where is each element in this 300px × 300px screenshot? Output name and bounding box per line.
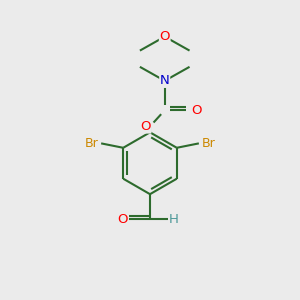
Text: O: O xyxy=(191,104,202,117)
Text: O: O xyxy=(140,120,151,133)
Text: Br: Br xyxy=(201,137,215,150)
Text: O: O xyxy=(117,213,128,226)
Text: H: H xyxy=(169,213,179,226)
Text: N: N xyxy=(160,74,169,87)
Text: Br: Br xyxy=(85,137,99,150)
Text: O: O xyxy=(160,30,170,43)
